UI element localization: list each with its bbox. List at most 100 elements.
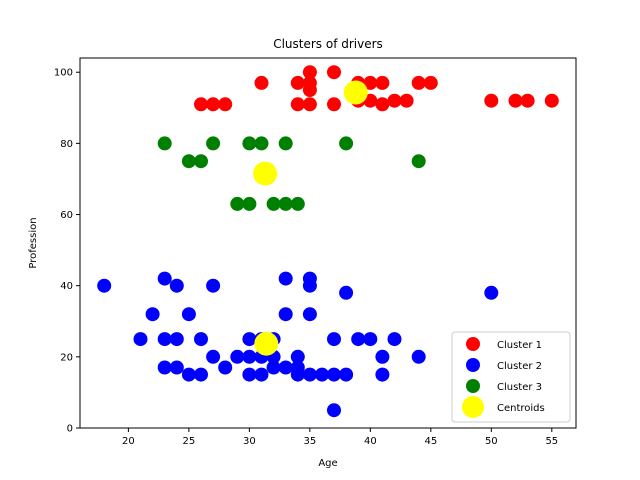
cluster-0-point — [375, 97, 390, 112]
cluster-0-point — [508, 93, 523, 108]
centroid-point — [254, 331, 279, 356]
cluster-1-point — [411, 349, 426, 364]
centroid-point — [253, 161, 278, 186]
cluster-1-point — [230, 349, 245, 364]
cluster-1-point — [194, 332, 208, 347]
legend: Cluster 1 Cluster 2 Cluster 3 Centroids — [451, 331, 571, 423]
legend-box — [451, 331, 571, 423]
cluster-1-point — [157, 360, 172, 375]
cluster-1-point — [339, 285, 354, 300]
cluster-0-point — [375, 75, 390, 90]
cluster-0-point — [363, 75, 378, 90]
legend-label: Centroids — [497, 403, 545, 414]
cluster-1-point — [242, 349, 257, 364]
cluster-0-point — [544, 93, 559, 108]
cluster-2-point — [242, 196, 257, 211]
cluster-1-point — [278, 271, 293, 286]
cluster-2-point — [266, 196, 281, 211]
cluster-1-point — [169, 278, 184, 293]
cluster-1-point — [145, 307, 160, 322]
cluster-0-point — [218, 97, 233, 112]
cluster-1-point — [266, 360, 281, 375]
cluster-2-point — [411, 154, 426, 169]
cluster-0-point — [290, 97, 305, 112]
cluster-0-point — [302, 83, 317, 97]
cluster-1-point — [351, 332, 366, 347]
x-tick-label: 35 — [303, 436, 316, 447]
x-tick-label: 40 — [364, 436, 377, 447]
cluster-0-point — [423, 75, 438, 90]
cluster-1-point — [290, 349, 305, 364]
cluster-2-point — [157, 136, 172, 151]
y-tick-label: 60 — [60, 210, 73, 221]
cluster-1-point — [302, 278, 317, 293]
y-tick-label: 20 — [60, 352, 73, 363]
cluster-0-point — [387, 93, 402, 108]
cluster-1-point — [375, 349, 390, 364]
cluster-2-point — [206, 136, 221, 151]
cluster-1-point — [302, 307, 317, 322]
cluster-0-point — [399, 93, 414, 108]
cluster-0-point — [484, 93, 499, 108]
cluster-1-point — [169, 332, 184, 347]
x-axis-label: Age — [318, 458, 337, 469]
y-tick-label: 80 — [60, 139, 73, 150]
cluster-0-point — [194, 97, 208, 112]
cluster-1-point — [302, 367, 317, 382]
y-tick-label: 100 — [54, 68, 73, 79]
legend-marker — [466, 358, 480, 372]
plot-frame — [79, 57, 577, 429]
cluster-1-point — [339, 367, 354, 382]
cluster-1-point — [315, 367, 329, 382]
cluster-1-point — [181, 367, 196, 382]
cluster-0-point — [302, 65, 317, 80]
data-points — [97, 65, 559, 418]
y-axis-label: Profession — [28, 217, 39, 268]
legend-marker — [466, 337, 480, 351]
cluster-1-point — [242, 332, 257, 347]
cluster-1-point — [484, 285, 499, 300]
legend-label: Cluster 3 — [497, 382, 542, 393]
x-tick-label: 45 — [424, 436, 437, 447]
cluster-0-point — [290, 75, 305, 90]
x-tick-label: 55 — [545, 436, 558, 447]
legend-label: Cluster 1 — [497, 340, 542, 351]
cluster-2-point — [242, 136, 257, 151]
cluster-1-point — [327, 367, 341, 382]
cluster-1-point — [327, 403, 341, 418]
cluster-2-point — [194, 154, 208, 169]
legend-marker — [466, 379, 480, 393]
x-tick-label: 25 — [183, 436, 196, 447]
cluster-1-point — [375, 367, 390, 382]
legend-marker — [462, 396, 484, 418]
cluster-1-point — [387, 332, 402, 347]
cluster-2-point — [230, 196, 245, 211]
cluster-2-point — [278, 196, 293, 211]
cluster-1-point — [181, 307, 196, 322]
cluster-1-point — [218, 360, 233, 375]
y-tick-label: 40 — [60, 281, 73, 292]
cluster-1-point — [133, 332, 148, 347]
cluster-1-point — [206, 278, 221, 293]
x-tick-label: 20 — [122, 436, 135, 447]
cluster-1-point — [254, 367, 269, 382]
cluster-1-point — [327, 332, 341, 347]
cluster-1-point — [242, 367, 257, 382]
centroid-point — [343, 80, 368, 105]
cluster-1-point — [278, 307, 293, 322]
cluster-1-point — [206, 349, 221, 364]
cluster-1-point — [157, 332, 172, 347]
cluster-1-point — [194, 367, 208, 382]
x-tick-label: 30 — [243, 436, 256, 447]
axis-ticks: 20 25 30 35 40 45 50 55 0 20 40 60 80 100 — [54, 68, 558, 447]
cluster-0-point — [520, 93, 535, 108]
cluster-2-point — [290, 196, 305, 211]
cluster-0-point — [206, 97, 221, 112]
cluster-2-point — [181, 154, 196, 169]
legend-label: Cluster 2 — [497, 361, 542, 372]
cluster-2-point — [339, 136, 354, 151]
cluster-0-point — [411, 75, 426, 90]
cluster-1-point — [363, 332, 378, 347]
cluster-0-point — [254, 75, 269, 90]
